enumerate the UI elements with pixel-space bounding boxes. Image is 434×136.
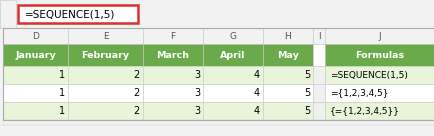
Text: April: April xyxy=(220,50,245,60)
Bar xyxy=(324,28,434,44)
Bar xyxy=(143,84,203,102)
Bar xyxy=(324,102,434,120)
Text: ={1,2,3,4,5}: ={1,2,3,4,5} xyxy=(329,89,388,98)
Bar xyxy=(203,28,263,44)
Bar xyxy=(263,28,312,44)
Bar xyxy=(263,44,312,66)
Bar xyxy=(143,44,203,66)
Bar xyxy=(312,44,324,66)
Text: January: January xyxy=(15,50,56,60)
Text: March: March xyxy=(156,50,189,60)
Text: 1: 1 xyxy=(59,70,65,80)
Bar xyxy=(3,84,68,102)
Bar xyxy=(68,28,143,44)
Text: J: J xyxy=(378,32,381,41)
Text: {={1,2,3,4,5}}: {={1,2,3,4,5}} xyxy=(329,106,399,115)
Bar xyxy=(203,84,263,102)
Text: 2: 2 xyxy=(133,88,140,98)
Bar xyxy=(0,0,16,28)
Bar xyxy=(203,66,263,84)
Text: February: February xyxy=(81,50,129,60)
Bar xyxy=(312,28,324,44)
Text: 4: 4 xyxy=(253,70,260,80)
Bar xyxy=(143,66,203,84)
Bar xyxy=(3,66,68,84)
Bar xyxy=(312,66,324,84)
Bar xyxy=(3,28,68,44)
Text: Formulas: Formulas xyxy=(355,50,404,60)
Bar xyxy=(68,84,143,102)
Bar xyxy=(18,5,138,23)
Bar xyxy=(68,102,143,120)
Bar xyxy=(324,44,434,66)
Text: 4: 4 xyxy=(253,106,260,116)
Bar xyxy=(143,28,203,44)
Text: H: H xyxy=(284,32,291,41)
Text: =SEQUENCE(1,5): =SEQUENCE(1,5) xyxy=(25,9,115,19)
Bar xyxy=(3,102,68,120)
Bar xyxy=(324,66,434,84)
Bar xyxy=(143,102,203,120)
Text: D: D xyxy=(32,32,39,41)
Bar xyxy=(312,102,324,120)
Bar xyxy=(68,66,143,84)
Text: 3: 3 xyxy=(194,88,200,98)
Bar xyxy=(0,0,434,28)
Text: I: I xyxy=(317,32,319,41)
Text: =SEQUENCE(1,5): =SEQUENCE(1,5) xyxy=(329,70,407,80)
Bar xyxy=(263,66,312,84)
Text: 2: 2 xyxy=(133,70,140,80)
Bar xyxy=(3,120,434,125)
Bar xyxy=(3,28,434,120)
Text: 2: 2 xyxy=(133,106,140,116)
Bar xyxy=(312,84,324,102)
Text: 1: 1 xyxy=(59,106,65,116)
Text: E: E xyxy=(102,32,108,41)
Bar xyxy=(203,44,263,66)
Text: 5: 5 xyxy=(303,70,309,80)
Text: F: F xyxy=(170,32,175,41)
Bar xyxy=(203,102,263,120)
Bar xyxy=(263,84,312,102)
Text: 3: 3 xyxy=(194,106,200,116)
Bar xyxy=(3,44,68,66)
Text: 4: 4 xyxy=(253,88,260,98)
Text: 1: 1 xyxy=(59,88,65,98)
Text: 3: 3 xyxy=(194,70,200,80)
Bar xyxy=(68,44,143,66)
Text: G: G xyxy=(229,32,236,41)
Bar xyxy=(263,102,312,120)
Bar xyxy=(324,84,434,102)
Text: 5: 5 xyxy=(303,106,309,116)
Text: 5: 5 xyxy=(303,88,309,98)
Text: May: May xyxy=(276,50,298,60)
